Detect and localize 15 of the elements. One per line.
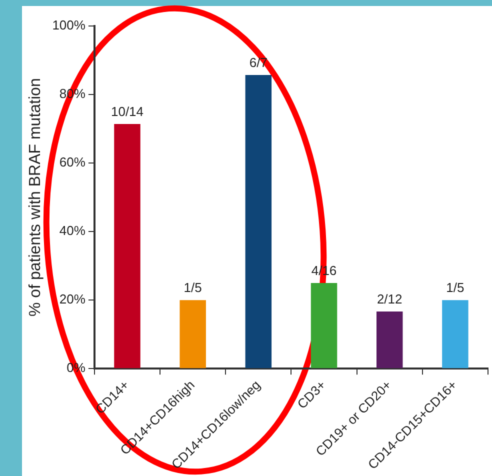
bar — [180, 300, 206, 368]
y-tick-label: 60% — [59, 154, 86, 170]
bar — [310, 283, 338, 368]
bar — [376, 311, 403, 368]
annotation: 1/5 — [446, 280, 464, 296]
bar — [442, 300, 468, 368]
annotation: 1/5 — [184, 280, 202, 296]
y-tick-label: 40% — [59, 223, 86, 238]
y-tick-label: 20% — [59, 292, 86, 307]
annotation: 10/14 — [110, 104, 144, 120]
annotation: 2/12 — [376, 292, 402, 307]
bar — [245, 75, 272, 368]
bar — [114, 124, 140, 368]
y-tick-label: 100% — [52, 18, 86, 33]
y-axis-title: % of patients with BRAF mutation — [27, 78, 44, 316]
